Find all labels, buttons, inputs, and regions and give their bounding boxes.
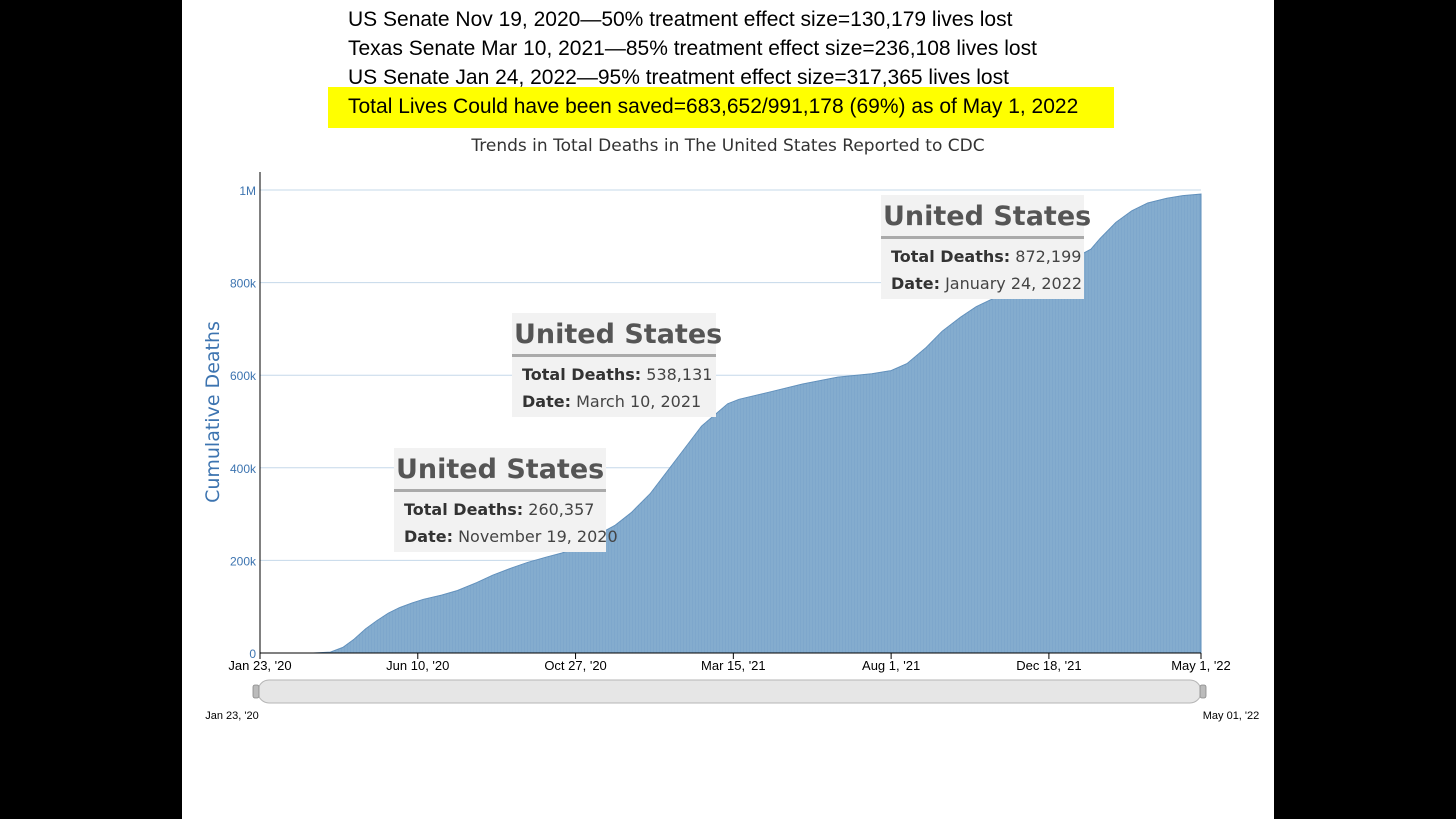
annotation-line-2: Texas Senate Mar 10, 2021—85% treatment …: [348, 37, 1037, 60]
tooltip-date-label: Date:: [891, 274, 940, 293]
tooltip-date-label: Date:: [522, 392, 571, 411]
tooltip-deaths-value: 260,357: [528, 500, 595, 519]
x-tick-label: Jun 10, '20: [386, 658, 449, 673]
tooltip-title: United States: [883, 201, 1092, 232]
tooltip-date-row: Date: January 24, 2022: [881, 272, 1084, 299]
tooltip-deaths-label: Total Deaths:: [522, 365, 642, 384]
tooltip-mar-2021: United States Total Deaths: 538,131 Date…: [512, 313, 723, 417]
tooltip-deaths-value: 872,199: [1015, 247, 1082, 266]
tooltip-date-value: November 19, 2020: [458, 527, 618, 546]
y-tick-label: 400k: [230, 462, 257, 476]
text-highlight: [328, 87, 1114, 128]
tooltip-title: United States: [514, 319, 723, 350]
x-tick-label: Jan 23, '20: [228, 658, 291, 673]
range-handle-right[interactable]: [1199, 684, 1207, 699]
tooltip-title: United States: [396, 454, 605, 485]
tooltip-deaths-row: Total Deaths: 872,199: [881, 245, 1084, 272]
tooltip-divider: [512, 354, 716, 357]
tooltip-date-value: March 10, 2021: [576, 392, 702, 411]
tooltip-date-row: Date: November 19, 2020: [394, 525, 618, 552]
tooltip-deaths-value: 538,131: [646, 365, 713, 384]
y-tick-label: 0: [249, 647, 256, 661]
chart-title: Trends in Total Deaths in The United Sta…: [471, 136, 985, 156]
range-slider-track[interactable]: [257, 679, 1202, 704]
y-tick-label: 1M: [239, 184, 256, 198]
tooltip-date-value: January 24, 2022: [945, 274, 1083, 293]
tooltip-divider: [394, 489, 606, 492]
x-tick-label: Oct 27, '20: [544, 658, 606, 673]
range-start-label: Jan 23, '20: [205, 710, 258, 722]
annotation-line-3: US Senate Jan 24, 2022—95% treatment eff…: [348, 66, 1009, 89]
tooltip-deaths-row: Total Deaths: 260,357: [394, 498, 606, 525]
tooltip-date-label: Date:: [404, 527, 453, 546]
tooltip-jan-2022: United States Total Deaths: 872,199 Date…: [881, 195, 1092, 299]
x-tick-label: Mar 15, '21: [701, 658, 766, 673]
range-handle-left[interactable]: [252, 684, 260, 699]
x-tick-label: May 1, '22: [1171, 658, 1231, 673]
y-axis-label: Cumulative Deaths: [202, 321, 224, 503]
x-tick-label: Dec 18, '21: [1016, 658, 1081, 673]
y-tick-label: 600k: [230, 369, 257, 383]
range-end-label: May 01, '22: [1203, 710, 1260, 722]
annotation-line-4: Total Lives Could have been saved=683,65…: [348, 95, 1079, 118]
annotation-line-1: US Senate Nov 19, 2020—50% treatment eff…: [348, 8, 1013, 31]
tooltip-date-row: Date: March 10, 2021: [512, 390, 716, 417]
y-tick-label: 800k: [230, 277, 257, 291]
tooltip-deaths-label: Total Deaths:: [404, 500, 524, 519]
tooltip-deaths-label: Total Deaths:: [891, 247, 1011, 266]
y-tick-label: 200k: [230, 554, 257, 568]
x-tick-label: Aug 1, '21: [862, 658, 920, 673]
tooltip-deaths-row: Total Deaths: 538,131: [512, 363, 716, 390]
tooltip-nov-2020: United States Total Deaths: 260,357 Date…: [394, 448, 618, 552]
tooltip-divider: [881, 236, 1084, 239]
